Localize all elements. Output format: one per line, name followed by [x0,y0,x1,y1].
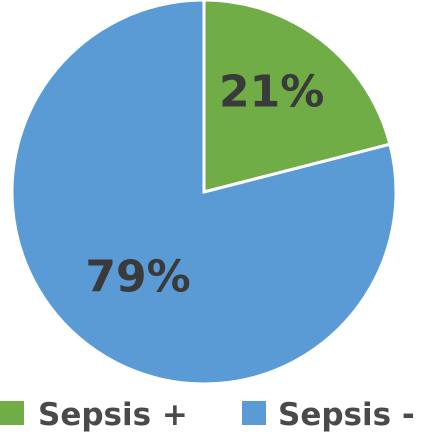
pie-slice-sepsis-negative [10,0,398,386]
pie-data-labels: 21% 79% [85,66,324,302]
pie-slices [10,0,398,386]
legend-swatch-sepsis-negative [242,401,266,425]
legend-label-sepsis-negative: Sepsis - [278,397,415,433]
legend-swatch-sepsis-positive [0,401,24,425]
legend-label-sepsis-positive: Sepsis + [38,397,188,433]
legend: Sepsis + Sepsis - [0,397,415,433]
data-label-sepsis-positive: 21% [219,66,324,117]
data-label-sepsis-negative: 79% [85,251,190,302]
pie-slice-sepsis-positive [202,0,392,194]
